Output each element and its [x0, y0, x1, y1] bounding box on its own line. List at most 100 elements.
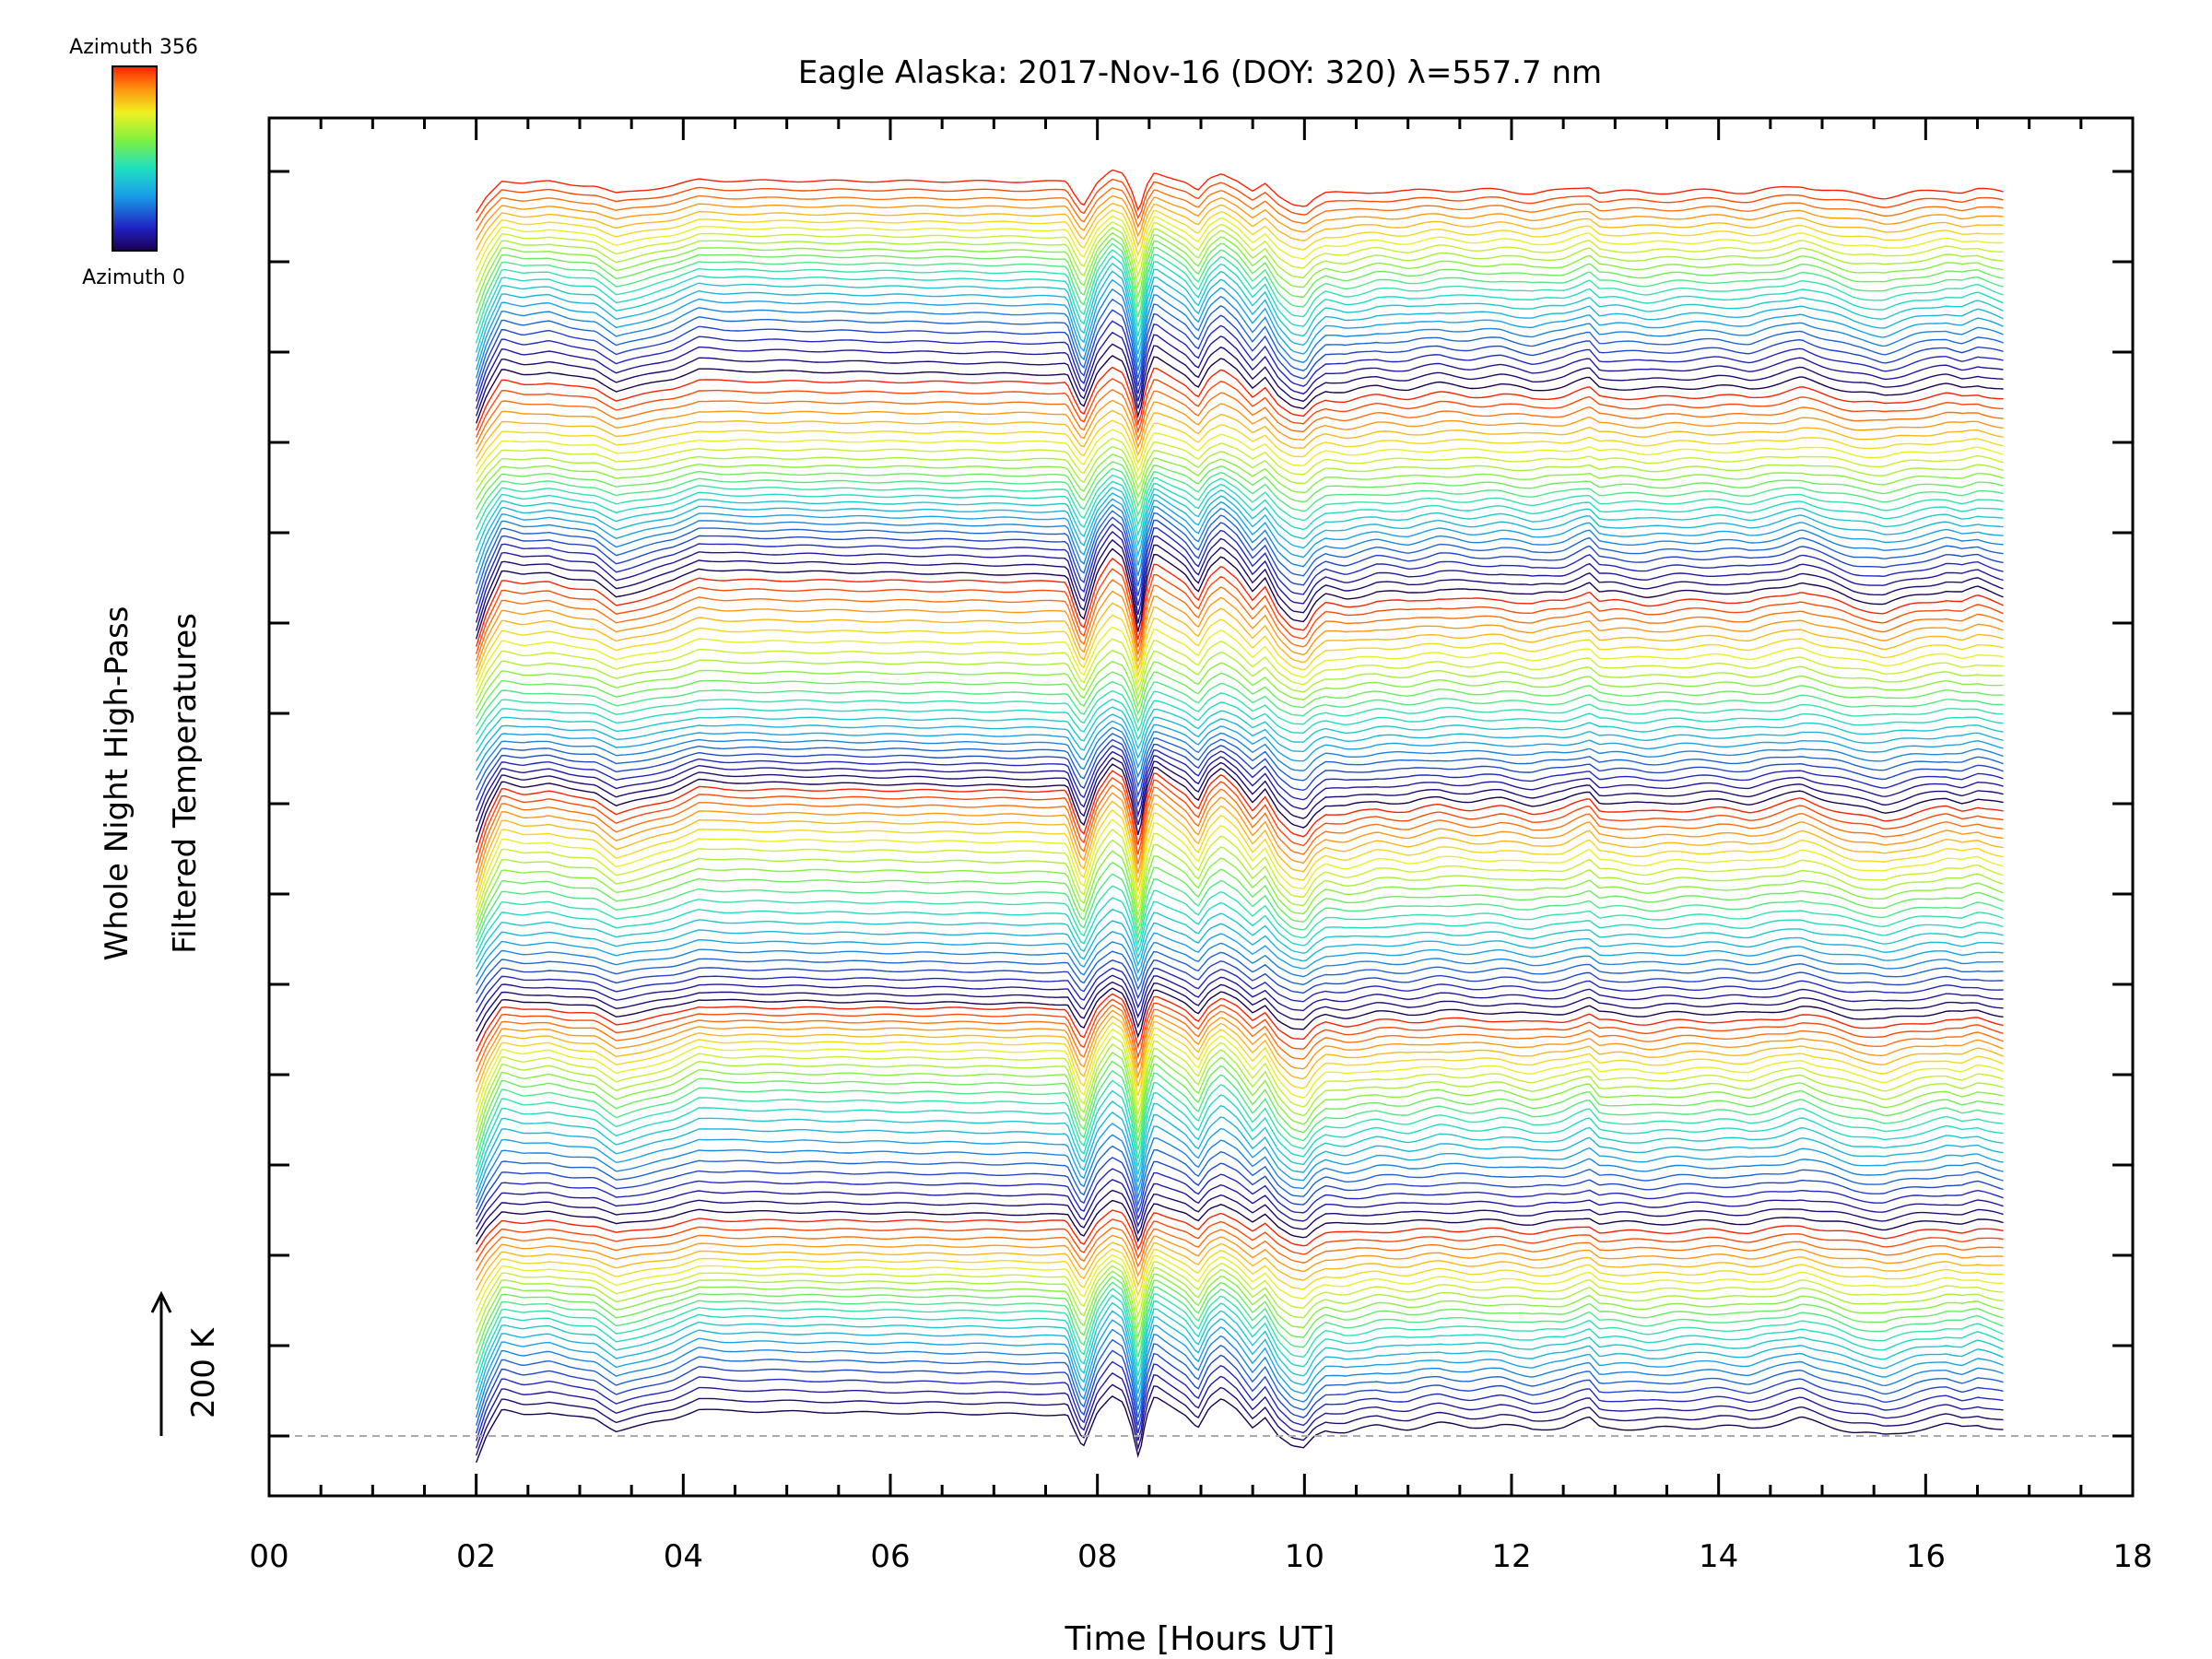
azimuth-trace	[476, 278, 2004, 371]
azimuth-trace	[476, 480, 2004, 541]
azimuth-trace	[476, 1021, 2004, 1103]
azimuth-trace	[476, 486, 2004, 552]
azimuth-trace	[476, 733, 2004, 791]
azimuth-trace	[476, 590, 2004, 668]
azimuth-trace	[476, 1218, 2004, 1262]
azimuth-trace	[476, 680, 2004, 727]
azimuth-trace	[476, 602, 2004, 676]
azimuth-trace	[476, 1189, 2004, 1237]
azimuth-trace	[476, 1383, 2004, 1456]
x-tick-label: 02	[456, 1538, 496, 1575]
azimuth-trace	[476, 445, 2004, 491]
azimuth-trace	[476, 1234, 2004, 1281]
azimuth-trace	[476, 783, 2004, 874]
azimuth-trace	[476, 298, 2004, 387]
azimuth-trace	[476, 885, 2004, 949]
azimuth-trace	[476, 967, 2004, 1013]
chart-title: Eagle Alaska: 2017-Nov-16 (DOY: 320) λ=5…	[798, 54, 1602, 91]
azimuth-trace	[476, 1004, 2004, 1073]
azimuth-trace	[476, 1069, 2004, 1159]
azimuth-trace	[476, 1338, 2004, 1426]
azimuth-trace	[476, 745, 2004, 811]
azimuth-trace	[476, 309, 2004, 394]
x-tick-label: 16	[1906, 1538, 1946, 1575]
azimuth-trace	[476, 713, 2004, 762]
azimuth-trace	[476, 409, 2004, 459]
azimuth-trace	[476, 1028, 2004, 1113]
azimuth-trace	[476, 800, 2004, 892]
azimuth-trace	[476, 399, 2004, 453]
azimuth-trace	[476, 981, 2004, 1032]
azimuth-trace	[476, 792, 2004, 883]
azimuth-trace	[476, 531, 2004, 623]
x-axis-label: Time [Hours UT]	[1065, 1620, 1335, 1658]
azimuth-trace	[476, 698, 2004, 744]
azimuth-trace	[476, 1360, 2004, 1441]
azimuth-trace	[476, 873, 2004, 942]
scale-bar-label: 200 K	[185, 1326, 222, 1418]
azimuth-trace	[476, 776, 2004, 864]
azimuth-trace	[476, 510, 2004, 594]
azimuth-trace	[476, 437, 2004, 483]
x-tick-label: 04	[664, 1538, 703, 1575]
azimuth-trace	[476, 908, 2004, 962]
azimuth-trace	[476, 467, 2004, 520]
azimuth-trace	[476, 660, 2004, 712]
azimuth-trace	[476, 1310, 2004, 1401]
azimuth-trace	[476, 993, 2004, 1053]
azimuth-trace	[476, 1111, 2004, 1190]
y-axis-label-line2: Filtered Temperatures	[167, 613, 204, 954]
azimuth-trace	[476, 1265, 2004, 1334]
trace-group	[476, 169, 2004, 1464]
azimuth-trace	[476, 931, 2004, 978]
azimuth-trace	[476, 1253, 2004, 1312]
azimuth-trace	[476, 1199, 2004, 1245]
azimuth-trace	[476, 763, 2004, 843]
azimuth-trace	[476, 453, 2004, 500]
azimuth-trace	[476, 1349, 2004, 1434]
azimuth-trace	[476, 1168, 2004, 1223]
azimuth-trace	[476, 738, 2004, 801]
azimuth-trace	[476, 1157, 2004, 1217]
azimuth-trace	[476, 987, 2004, 1042]
azimuth-trace	[476, 1276, 2004, 1354]
azimuth-trace	[476, 262, 2004, 353]
azimuth-trace	[476, 706, 2004, 753]
x-tick-label: 12	[1491, 1538, 1531, 1575]
azimuth-trace	[476, 941, 2004, 986]
azimuth-trace	[476, 461, 2004, 510]
azimuth-trace	[476, 568, 2004, 654]
azimuth-trace	[476, 187, 2004, 231]
x-tick-label: 18	[2112, 1538, 2152, 1575]
azimuth-trace	[476, 1270, 2004, 1344]
azimuth-trace	[476, 998, 2004, 1063]
azimuth-trace	[476, 231, 2004, 304]
x-tick-label: 06	[870, 1538, 910, 1575]
azimuth-trace	[476, 1248, 2004, 1301]
azimuth-trace	[476, 614, 2004, 682]
azimuth-trace	[476, 1100, 2004, 1183]
azimuth-trace	[476, 829, 2004, 916]
azimuth-trace	[476, 1227, 2004, 1271]
azimuth-trace	[476, 355, 2004, 424]
azimuth-trace	[476, 770, 2004, 853]
azimuth-trace	[476, 503, 2004, 584]
azimuth-trace	[476, 1052, 2004, 1142]
azimuth-trace	[476, 209, 2004, 261]
azimuth-trace	[476, 1328, 2004, 1418]
azimuth-trace	[476, 1288, 2004, 1374]
azimuth-trace	[476, 492, 2004, 563]
y-axis-label-line1: Whole Night High-Pass	[99, 606, 135, 961]
azimuth-trace	[476, 419, 2004, 467]
azimuth-trace	[476, 237, 2004, 314]
azimuth-trace	[476, 1079, 2004, 1168]
azimuth-trace	[476, 178, 2004, 222]
azimuth-trace	[476, 897, 2004, 956]
azimuth-trace	[476, 1009, 2004, 1083]
azimuth-trace	[476, 388, 2004, 445]
colorbar-bottom-label: Azimuth 0	[82, 266, 185, 289]
azimuth-trace	[476, 343, 2004, 417]
azimuth-trace	[476, 850, 2004, 929]
colorbar	[112, 65, 158, 252]
